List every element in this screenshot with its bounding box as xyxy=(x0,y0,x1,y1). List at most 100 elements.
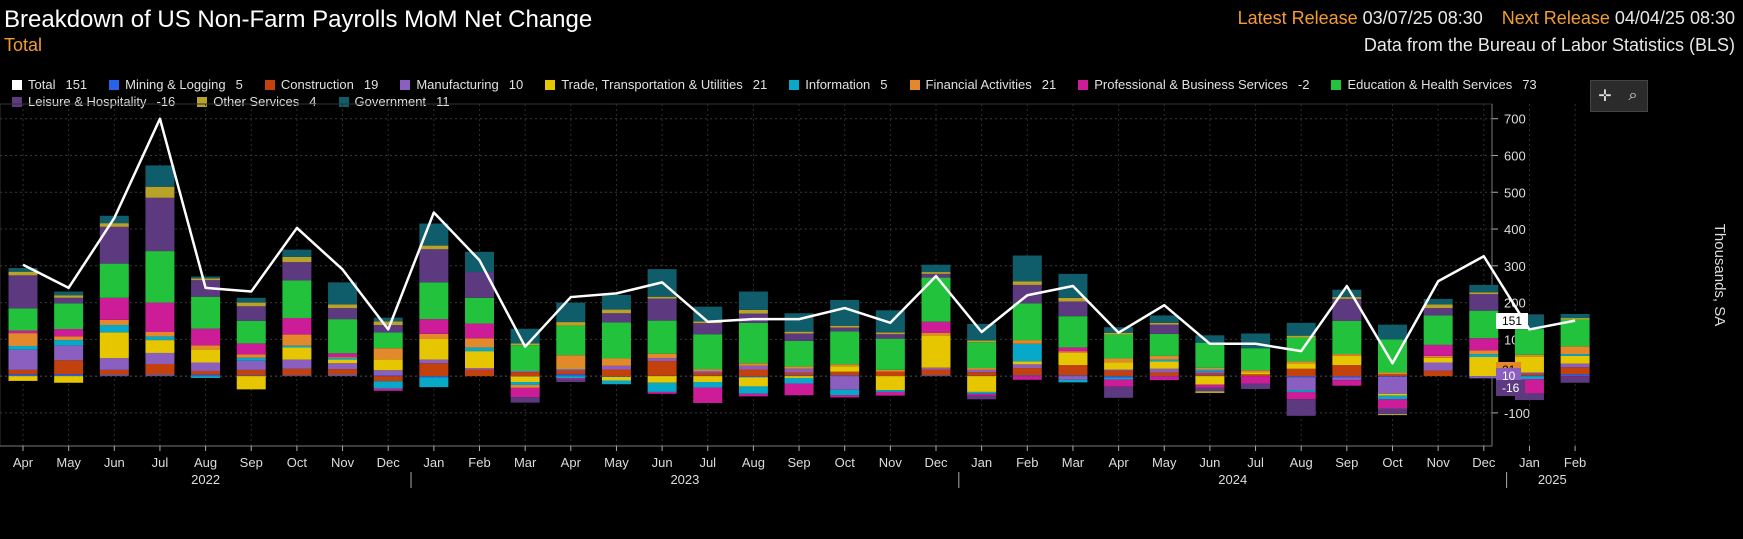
bar-segment xyxy=(99,369,129,376)
bar-segment xyxy=(556,355,586,368)
bar-segment xyxy=(145,352,175,364)
legend-item[interactable]: Manufacturing 10 xyxy=(400,76,523,93)
bar-segment xyxy=(1378,414,1407,416)
bar-segment xyxy=(191,376,221,378)
legend-label: Information xyxy=(805,77,871,92)
bar-segment xyxy=(1012,364,1042,369)
next-release-label: Next Release xyxy=(1501,8,1610,28)
chart-toolbar: ✛ ⌕ xyxy=(1590,80,1648,112)
bar-segment xyxy=(601,313,631,323)
bar-segment xyxy=(921,321,951,333)
legend-item[interactable]: Mining & Logging 5 xyxy=(109,76,243,93)
bar-segment xyxy=(1469,376,1499,377)
bar-segment xyxy=(328,369,358,376)
bar-segment xyxy=(738,309,768,314)
bar-segment xyxy=(282,256,312,263)
bar-segment xyxy=(54,297,84,304)
bar-segment xyxy=(556,376,586,379)
x-tick-label: Dec xyxy=(924,455,948,470)
legend-item[interactable]: Information 5 xyxy=(789,76,888,93)
legend-item[interactable]: Government 11 xyxy=(338,93,450,110)
legend-item[interactable]: Professional & Business Services -2 xyxy=(1078,76,1309,93)
crosshair-icon[interactable]: ✛ xyxy=(1598,88,1612,105)
bar-segment xyxy=(693,323,723,335)
bar-segment xyxy=(145,186,175,198)
bar-segment xyxy=(236,360,266,370)
bar-segment xyxy=(830,376,860,390)
bar-segment xyxy=(693,372,723,376)
bar-segment xyxy=(8,330,38,334)
x-tick-label: Dec xyxy=(377,455,401,470)
bar-segment xyxy=(1423,308,1453,316)
bar-segment xyxy=(875,371,905,377)
bar-segment xyxy=(419,319,449,334)
bar-segment xyxy=(282,359,312,369)
bar-segment xyxy=(1195,384,1225,388)
bar-segment xyxy=(1286,399,1316,416)
bar-segment xyxy=(54,291,84,296)
bar-segment xyxy=(510,384,540,388)
y-tick-label: -100 xyxy=(1504,406,1530,421)
bar-segment xyxy=(647,361,677,376)
bar-segment xyxy=(1195,376,1225,385)
bar-segment xyxy=(1149,322,1179,325)
legend-item[interactable]: Other Services 4 xyxy=(197,93,317,110)
bar-segment xyxy=(510,376,540,383)
bar-segment xyxy=(1560,376,1590,377)
bar-segment xyxy=(1469,376,1499,379)
y-tick-label: 700 xyxy=(1504,112,1526,127)
total-line xyxy=(22,117,1576,365)
legend-item[interactable]: Construction 19 xyxy=(264,76,378,93)
legend-item[interactable]: Leisure & Hospitality -16 xyxy=(12,93,175,110)
bar-segment xyxy=(1012,340,1042,344)
bar-segment xyxy=(875,369,905,372)
y-tick-label: 400 xyxy=(1504,222,1526,237)
legend-value: 21 xyxy=(752,77,768,92)
legend-item[interactable]: Education & Health Services 73 xyxy=(1331,76,1537,93)
bar-segment xyxy=(191,370,221,375)
bar-segment xyxy=(1149,372,1179,377)
bar-segment xyxy=(282,347,312,360)
bar-segment xyxy=(784,375,814,377)
bar-segment xyxy=(145,302,175,332)
bar-segment xyxy=(1469,294,1499,311)
bar-segment xyxy=(1332,298,1362,321)
bar-segment xyxy=(647,358,677,362)
bar-segment xyxy=(465,323,494,339)
bar-segment xyxy=(282,262,312,281)
bar-segment xyxy=(556,367,586,369)
bar-segment xyxy=(1423,298,1453,305)
bar-segment xyxy=(1560,355,1590,364)
bar-segment xyxy=(145,363,175,376)
bar-segment xyxy=(1149,376,1179,377)
bar-segment xyxy=(373,375,403,377)
bar-segment xyxy=(921,367,951,370)
bar-segment xyxy=(556,325,586,356)
bar-segment xyxy=(1560,313,1590,319)
bar-segment xyxy=(1514,373,1544,376)
zoom-icon[interactable]: ⌕ xyxy=(1628,87,1638,104)
bar-segment xyxy=(282,280,312,319)
bar-segment xyxy=(830,325,860,328)
bar-segment xyxy=(1286,361,1316,364)
bar-segment xyxy=(1195,391,1225,394)
legend-swatch xyxy=(1078,79,1089,90)
bar-segment xyxy=(784,383,814,396)
x-tick-label: Jan xyxy=(971,455,992,470)
legend-item[interactable]: Total 151 xyxy=(12,76,87,93)
bar-segment xyxy=(282,368,312,376)
bar-segment xyxy=(738,322,768,364)
bar-segment xyxy=(1514,376,1544,380)
x-tick-label: Apr xyxy=(561,455,582,470)
x-tick-label: Sep xyxy=(240,455,263,470)
bar-segment xyxy=(465,347,494,352)
legend-swatch xyxy=(197,96,208,107)
bar-segment xyxy=(693,334,723,370)
bar-segment xyxy=(1423,355,1453,358)
legend-item[interactable]: Trade, Transportation & Utilities 21 xyxy=(545,76,767,93)
bar-segment xyxy=(1149,324,1179,334)
bar-segment xyxy=(145,197,175,252)
legend-item[interactable]: Financial Activities 21 xyxy=(909,76,1056,93)
bar-segment xyxy=(8,308,38,331)
bar-segment xyxy=(693,369,723,371)
